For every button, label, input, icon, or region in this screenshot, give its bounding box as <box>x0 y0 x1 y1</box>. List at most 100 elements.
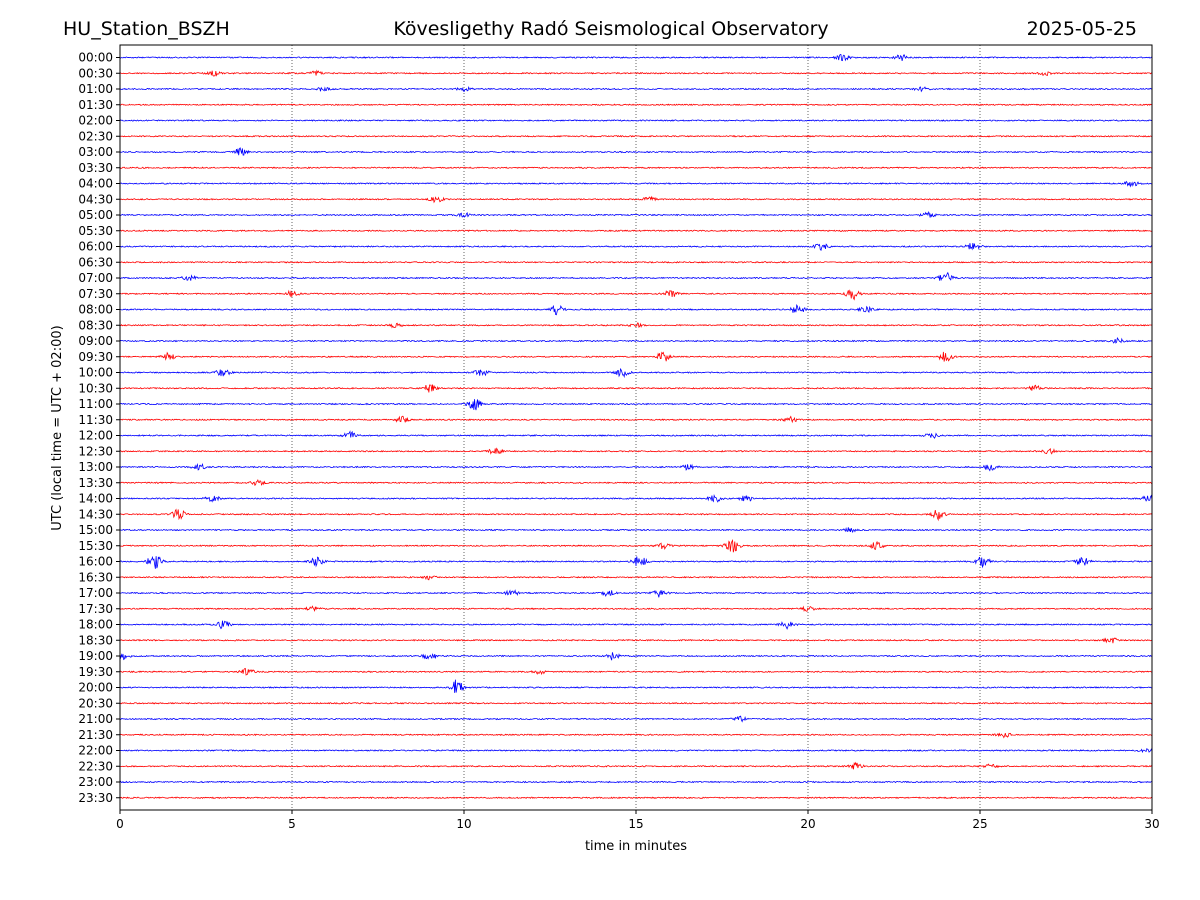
row-label: 05:30 <box>78 224 113 238</box>
row-label: 02:30 <box>78 129 113 143</box>
trace-0200 <box>119 119 1153 122</box>
trace-1930 <box>119 667 1153 676</box>
trace-0330 <box>119 166 1153 170</box>
row-label: 07:30 <box>78 287 113 301</box>
x-axis-label: time in minutes <box>585 839 687 854</box>
row-label: 04:00 <box>78 177 113 191</box>
x-tick-group: 0 5 10 15 20 25 30 <box>116 810 1160 831</box>
x-tick-label: 20 <box>800 817 815 831</box>
vertical-grid <box>291 45 981 810</box>
trace-0530 <box>119 229 1153 233</box>
trace-0600 <box>119 242 1153 252</box>
trace-0430 <box>119 195 1153 204</box>
trace-1730 <box>119 605 1153 612</box>
row-label: 16:30 <box>78 570 113 584</box>
trace-1830 <box>119 637 1153 644</box>
x-tick-label: 10 <box>456 817 471 831</box>
trace-0500 <box>119 211 1153 218</box>
row-label: 06:00 <box>78 240 113 254</box>
row-label: 13:00 <box>78 460 113 474</box>
trace-1430 <box>119 508 1153 522</box>
trace-0130 <box>120 103 1153 107</box>
row-label: 03:00 <box>78 145 113 159</box>
trace-0830 <box>119 322 1153 329</box>
row-label: 01:00 <box>78 82 113 96</box>
row-label: 12:00 <box>78 429 113 443</box>
trace-1300 <box>119 463 1153 472</box>
row-label: 10:30 <box>78 381 113 395</box>
station-title: HU_Station_BSZH <box>63 18 230 40</box>
trace-1700 <box>119 589 1153 598</box>
row-label: 21:00 <box>78 712 113 726</box>
trace-2230 <box>119 761 1153 770</box>
trace-2030 <box>119 701 1153 705</box>
row-label: 01:30 <box>78 98 113 112</box>
row-label: 15:00 <box>78 523 113 537</box>
x-tick-label: 30 <box>1144 817 1159 831</box>
plot-frame <box>119 44 1153 811</box>
trace-1800 <box>119 620 1153 630</box>
trace-0630 <box>119 260 1153 264</box>
trace-1330 <box>119 479 1153 487</box>
row-label: 11:00 <box>78 397 113 411</box>
trace-0730 <box>119 289 1153 301</box>
trace-2130 <box>119 732 1153 739</box>
row-label: 22:00 <box>78 744 113 758</box>
row-label: 08:30 <box>78 318 113 332</box>
trace-1500 <box>119 526 1153 534</box>
trace-2330 <box>119 796 1152 800</box>
trace-0700 <box>119 271 1153 282</box>
row-label: 08:00 <box>78 303 113 317</box>
trace-1230 <box>119 447 1153 455</box>
row-label: 00:00 <box>78 51 113 65</box>
trace-1600 <box>119 555 1153 569</box>
row-label: 14:00 <box>78 492 113 506</box>
trace-0230 <box>119 134 1153 138</box>
row-label: 21:30 <box>78 728 113 742</box>
row-label: 02:00 <box>78 114 113 128</box>
trace-0000 <box>119 54 1153 62</box>
row-label: 15:30 <box>78 539 113 553</box>
row-label: 04:30 <box>78 192 113 206</box>
row-label: 18:30 <box>78 633 113 647</box>
row-label: 11:30 <box>78 413 113 427</box>
row-label: 19:30 <box>78 665 113 679</box>
trace-0900 <box>119 337 1153 344</box>
row-label: 23:30 <box>78 791 113 805</box>
trace-2000 <box>119 679 1153 693</box>
row-label: 16:00 <box>78 555 113 569</box>
row-label: 19:00 <box>78 649 113 663</box>
trace-0800 <box>119 304 1153 316</box>
row-label: 20:00 <box>78 681 113 695</box>
row-label: 18:00 <box>78 618 113 632</box>
row-label: 03:30 <box>78 161 113 175</box>
trace-1030 <box>119 384 1153 393</box>
row-label: 09:30 <box>78 350 113 364</box>
trace-1400 <box>119 494 1153 503</box>
row-label: 09:00 <box>78 334 113 348</box>
x-tick-label: 25 <box>972 817 987 831</box>
trace-1100 <box>119 399 1153 411</box>
trace-2100 <box>119 715 1153 723</box>
trace-2300 <box>119 780 1153 784</box>
trace-0400 <box>119 180 1153 188</box>
row-label: 20:30 <box>78 696 113 710</box>
trace-0300 <box>119 147 1153 156</box>
x-tick-label: 5 <box>288 817 296 831</box>
row-label: 14:30 <box>78 507 113 521</box>
observatory-title: Kövesligethy Radó Seismological Observat… <box>393 18 828 40</box>
row-label: 06:30 <box>78 255 113 269</box>
row-label: 12:30 <box>78 444 113 458</box>
x-tick-label: 0 <box>116 817 124 831</box>
row-label: 23:00 <box>78 775 113 789</box>
row-label: 10:00 <box>78 366 113 380</box>
trace-1200 <box>119 430 1153 439</box>
row-label: 07:00 <box>78 271 113 285</box>
trace-0100 <box>119 86 1153 93</box>
trace-0030 <box>119 69 1153 77</box>
row-label: 05:00 <box>78 208 113 222</box>
row-label: 17:30 <box>78 602 113 616</box>
row-label: 13:30 <box>78 476 113 490</box>
